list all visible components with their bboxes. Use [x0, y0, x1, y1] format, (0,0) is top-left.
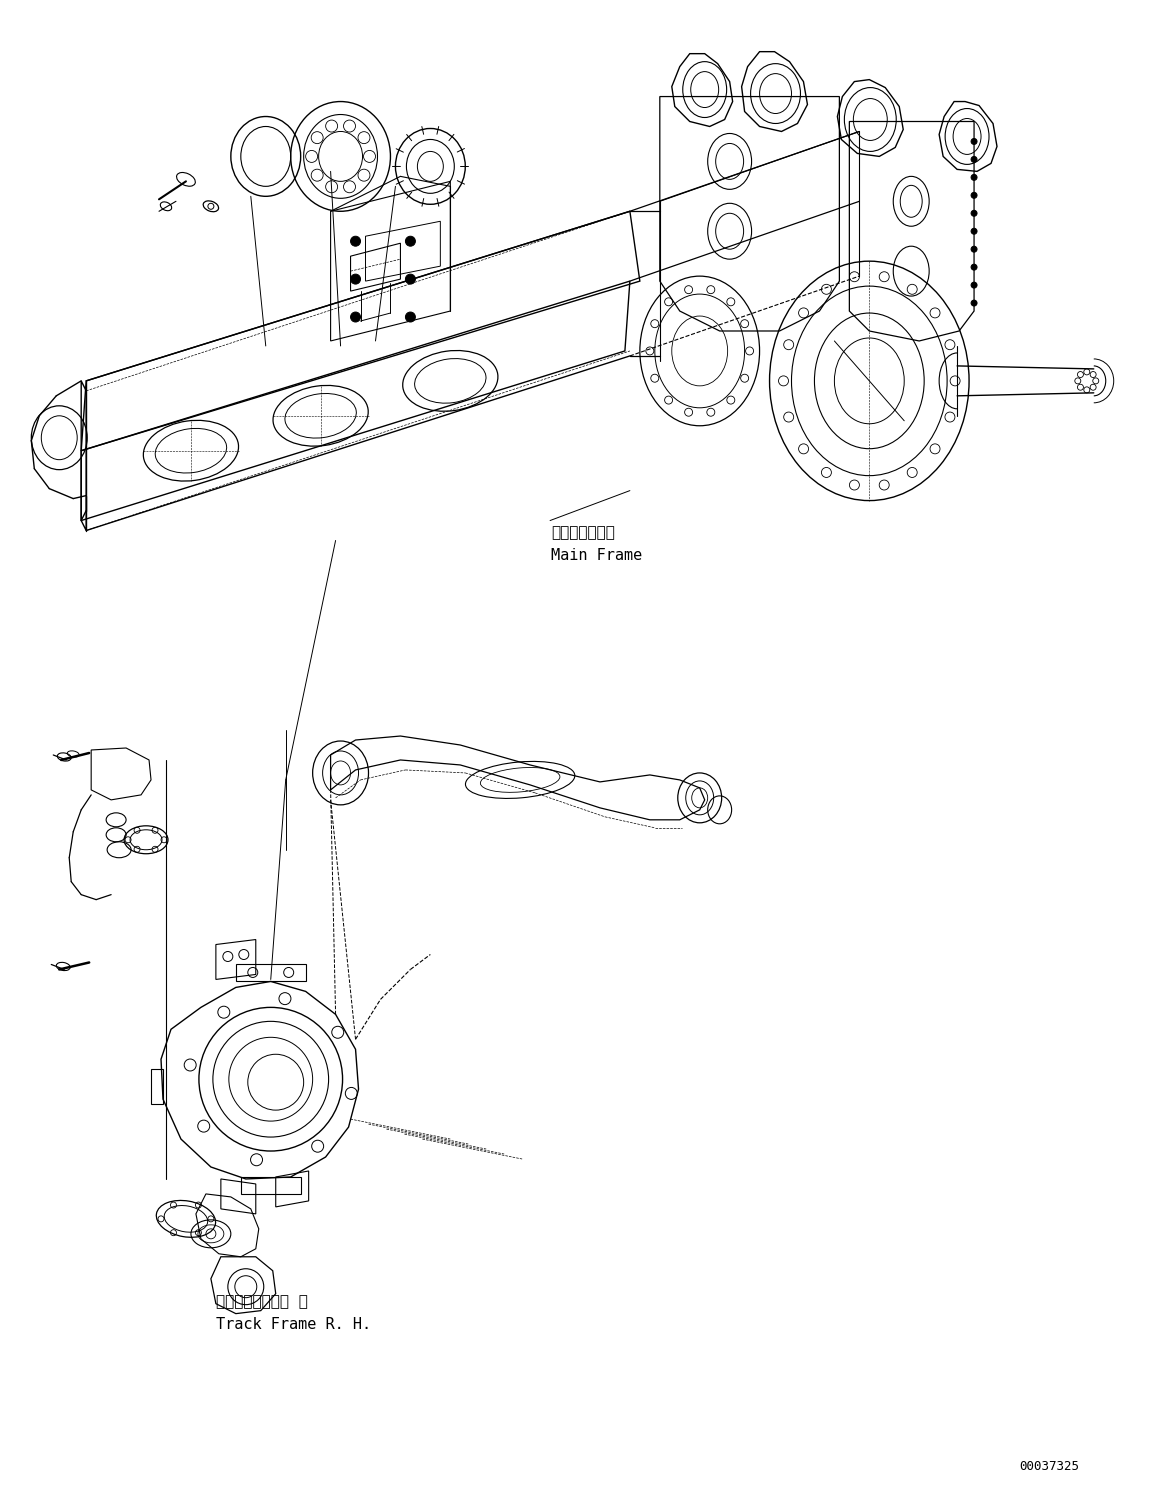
Text: メインフレーム: メインフレーム: [551, 525, 615, 541]
Circle shape: [351, 312, 360, 322]
Ellipse shape: [177, 173, 195, 186]
Text: トラックフレーム  右: トラックフレーム 右: [216, 1294, 308, 1309]
Circle shape: [971, 210, 977, 216]
Circle shape: [971, 139, 977, 145]
Circle shape: [406, 236, 415, 246]
Circle shape: [971, 282, 977, 288]
Circle shape: [971, 192, 977, 198]
Circle shape: [971, 174, 977, 180]
Ellipse shape: [57, 753, 71, 760]
Circle shape: [971, 300, 977, 306]
Circle shape: [971, 246, 977, 252]
Circle shape: [971, 228, 977, 234]
Circle shape: [971, 157, 977, 163]
Circle shape: [406, 274, 415, 285]
Circle shape: [351, 236, 360, 246]
Circle shape: [351, 274, 360, 285]
Text: Main Frame: Main Frame: [551, 549, 643, 564]
Text: Track Frame R. H.: Track Frame R. H.: [216, 1317, 371, 1331]
Circle shape: [971, 264, 977, 270]
Text: 00037325: 00037325: [1019, 1460, 1078, 1473]
Circle shape: [406, 312, 415, 322]
